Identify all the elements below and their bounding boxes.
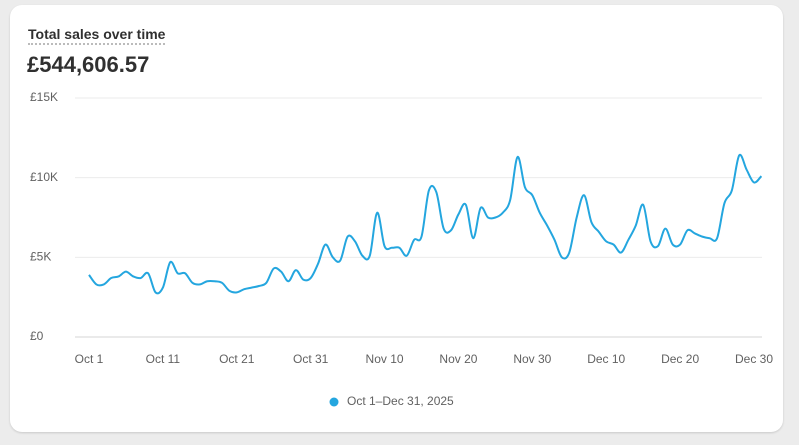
legend-label: Oct 1–Dec 31, 2025: [347, 394, 454, 408]
total-sales: £544,606.57: [27, 52, 150, 77]
y-tick-label: £10K: [30, 170, 58, 184]
x-tick-label: Nov 20: [439, 352, 477, 366]
x-tick-label: Nov 30: [513, 352, 551, 366]
x-tick-label: Oct 21: [219, 352, 255, 366]
y-tick-label: £0: [30, 329, 44, 343]
x-tick-label: Nov 10: [366, 352, 404, 366]
card-title[interactable]: Total sales over time: [28, 26, 166, 45]
x-tick-label: Dec 30: [735, 352, 773, 366]
legend-marker: [329, 397, 339, 407]
x-tick-label: Dec 10: [587, 352, 625, 366]
x-tick-label: Oct 1: [75, 352, 104, 366]
sales-line: [88, 153, 763, 295]
card: [10, 5, 783, 432]
x-tick-label: Dec 20: [661, 352, 699, 366]
x-tick-label: Oct 31: [293, 352, 329, 366]
y-tick-label: £15K: [30, 90, 58, 104]
x-tick-label: Oct 11: [146, 352, 181, 366]
y-tick-label: £5K: [30, 250, 51, 264]
